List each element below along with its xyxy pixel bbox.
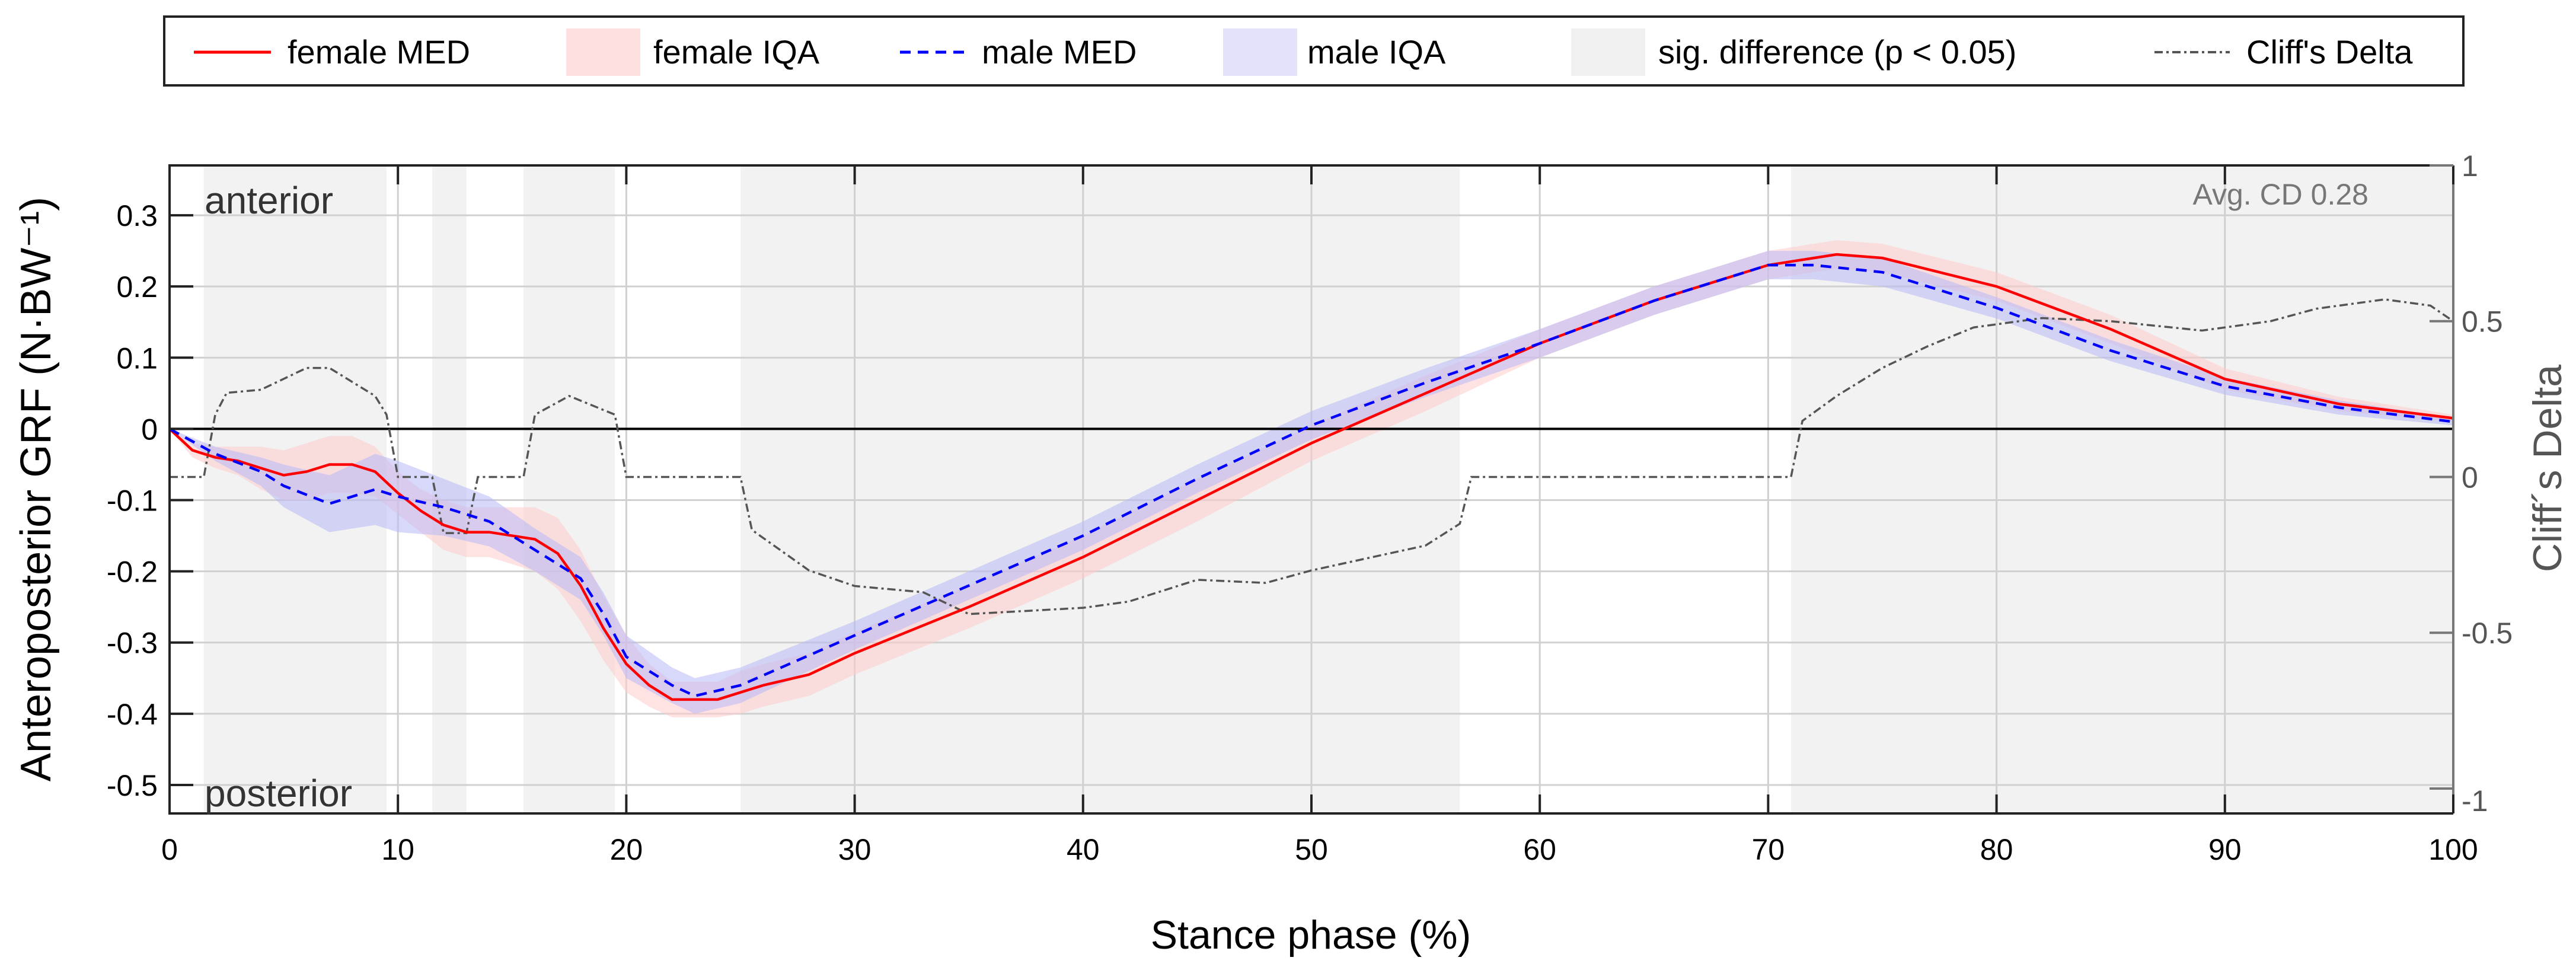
legend-female-med: female MED	[288, 33, 470, 71]
y-tick-label: -0.4	[107, 698, 158, 731]
legend-female-iqa: female IQA	[653, 33, 820, 71]
legend-male-iqa: male IQA	[1307, 33, 1446, 71]
x-tick-label: 70	[1752, 833, 1785, 866]
annotation-posterior: posterior	[205, 772, 352, 815]
sig-region	[524, 165, 615, 813]
y-tick-label: -0.5	[107, 769, 158, 802]
y-tick-label: 0.2	[116, 270, 158, 304]
x-tick-label: 30	[838, 833, 872, 866]
y2-tick-label: 0	[2462, 461, 2478, 494]
cliffs-delta-line	[170, 298, 2454, 615]
x-tick-label: 10	[381, 833, 414, 866]
y-tick-label: 0.1	[116, 342, 158, 375]
y-axis-label: Anteroposterior GRF (N·BW⁻¹)	[12, 197, 60, 781]
y2-tick-label: -0.5	[2462, 617, 2513, 650]
y2-tick-label: -1	[2462, 784, 2488, 818]
y2-tick-label: 0.5	[2462, 305, 2503, 339]
x-tick-label: 100	[2428, 833, 2478, 866]
y-tick-label: -0.1	[107, 484, 158, 518]
legend: female MED female IQA male MED male IQA …	[163, 15, 2465, 87]
male-med-line	[168, 263, 2454, 698]
axes: 0 10 20 30 40 50 60 70 80 90 1000.30.20.10-0.1-0.2…	[107, 149, 2513, 866]
x-tick-label: 60	[1523, 833, 1556, 866]
x-tick-label: 20	[610, 833, 643, 866]
legend-cliff: Cliff's Delta	[2246, 33, 2413, 71]
y-tick-label: 0	[141, 413, 158, 446]
y2-axis-label: Cliff´s Delta	[2525, 365, 2570, 572]
x-tick-label: 90	[2208, 833, 2242, 866]
x-tick-label: 80	[1980, 833, 2013, 866]
annotation-avg-cd: Avg. CD 0.28	[2193, 178, 2368, 211]
sig-region	[740, 165, 1460, 813]
series-lines	[168, 253, 2454, 701]
legend-female-iqa-swatch	[566, 28, 640, 76]
y2-tick-label: 1	[2462, 149, 2478, 183]
x-tick-label: 50	[1295, 833, 1328, 866]
legend-male-med: male MED	[982, 33, 1137, 71]
x-tick-label: 40	[1067, 833, 1100, 866]
legend-sig: sig. difference (p < 0.05)	[1658, 33, 2016, 71]
female-med-line	[168, 253, 2454, 701]
x-tick-label: 0	[161, 833, 178, 866]
y-tick-label: 0.3	[116, 199, 158, 232]
legend-male-iqa-swatch	[1223, 28, 1297, 76]
x-axis-label: Stance phase (%)	[1151, 912, 1471, 958]
y-tick-label: -0.2	[107, 556, 158, 589]
annotation-anterior: anterior	[205, 179, 333, 222]
legend-sig-swatch	[1571, 28, 1645, 76]
legend-box	[163, 15, 2465, 87]
y-tick-label: -0.3	[107, 627, 158, 660]
